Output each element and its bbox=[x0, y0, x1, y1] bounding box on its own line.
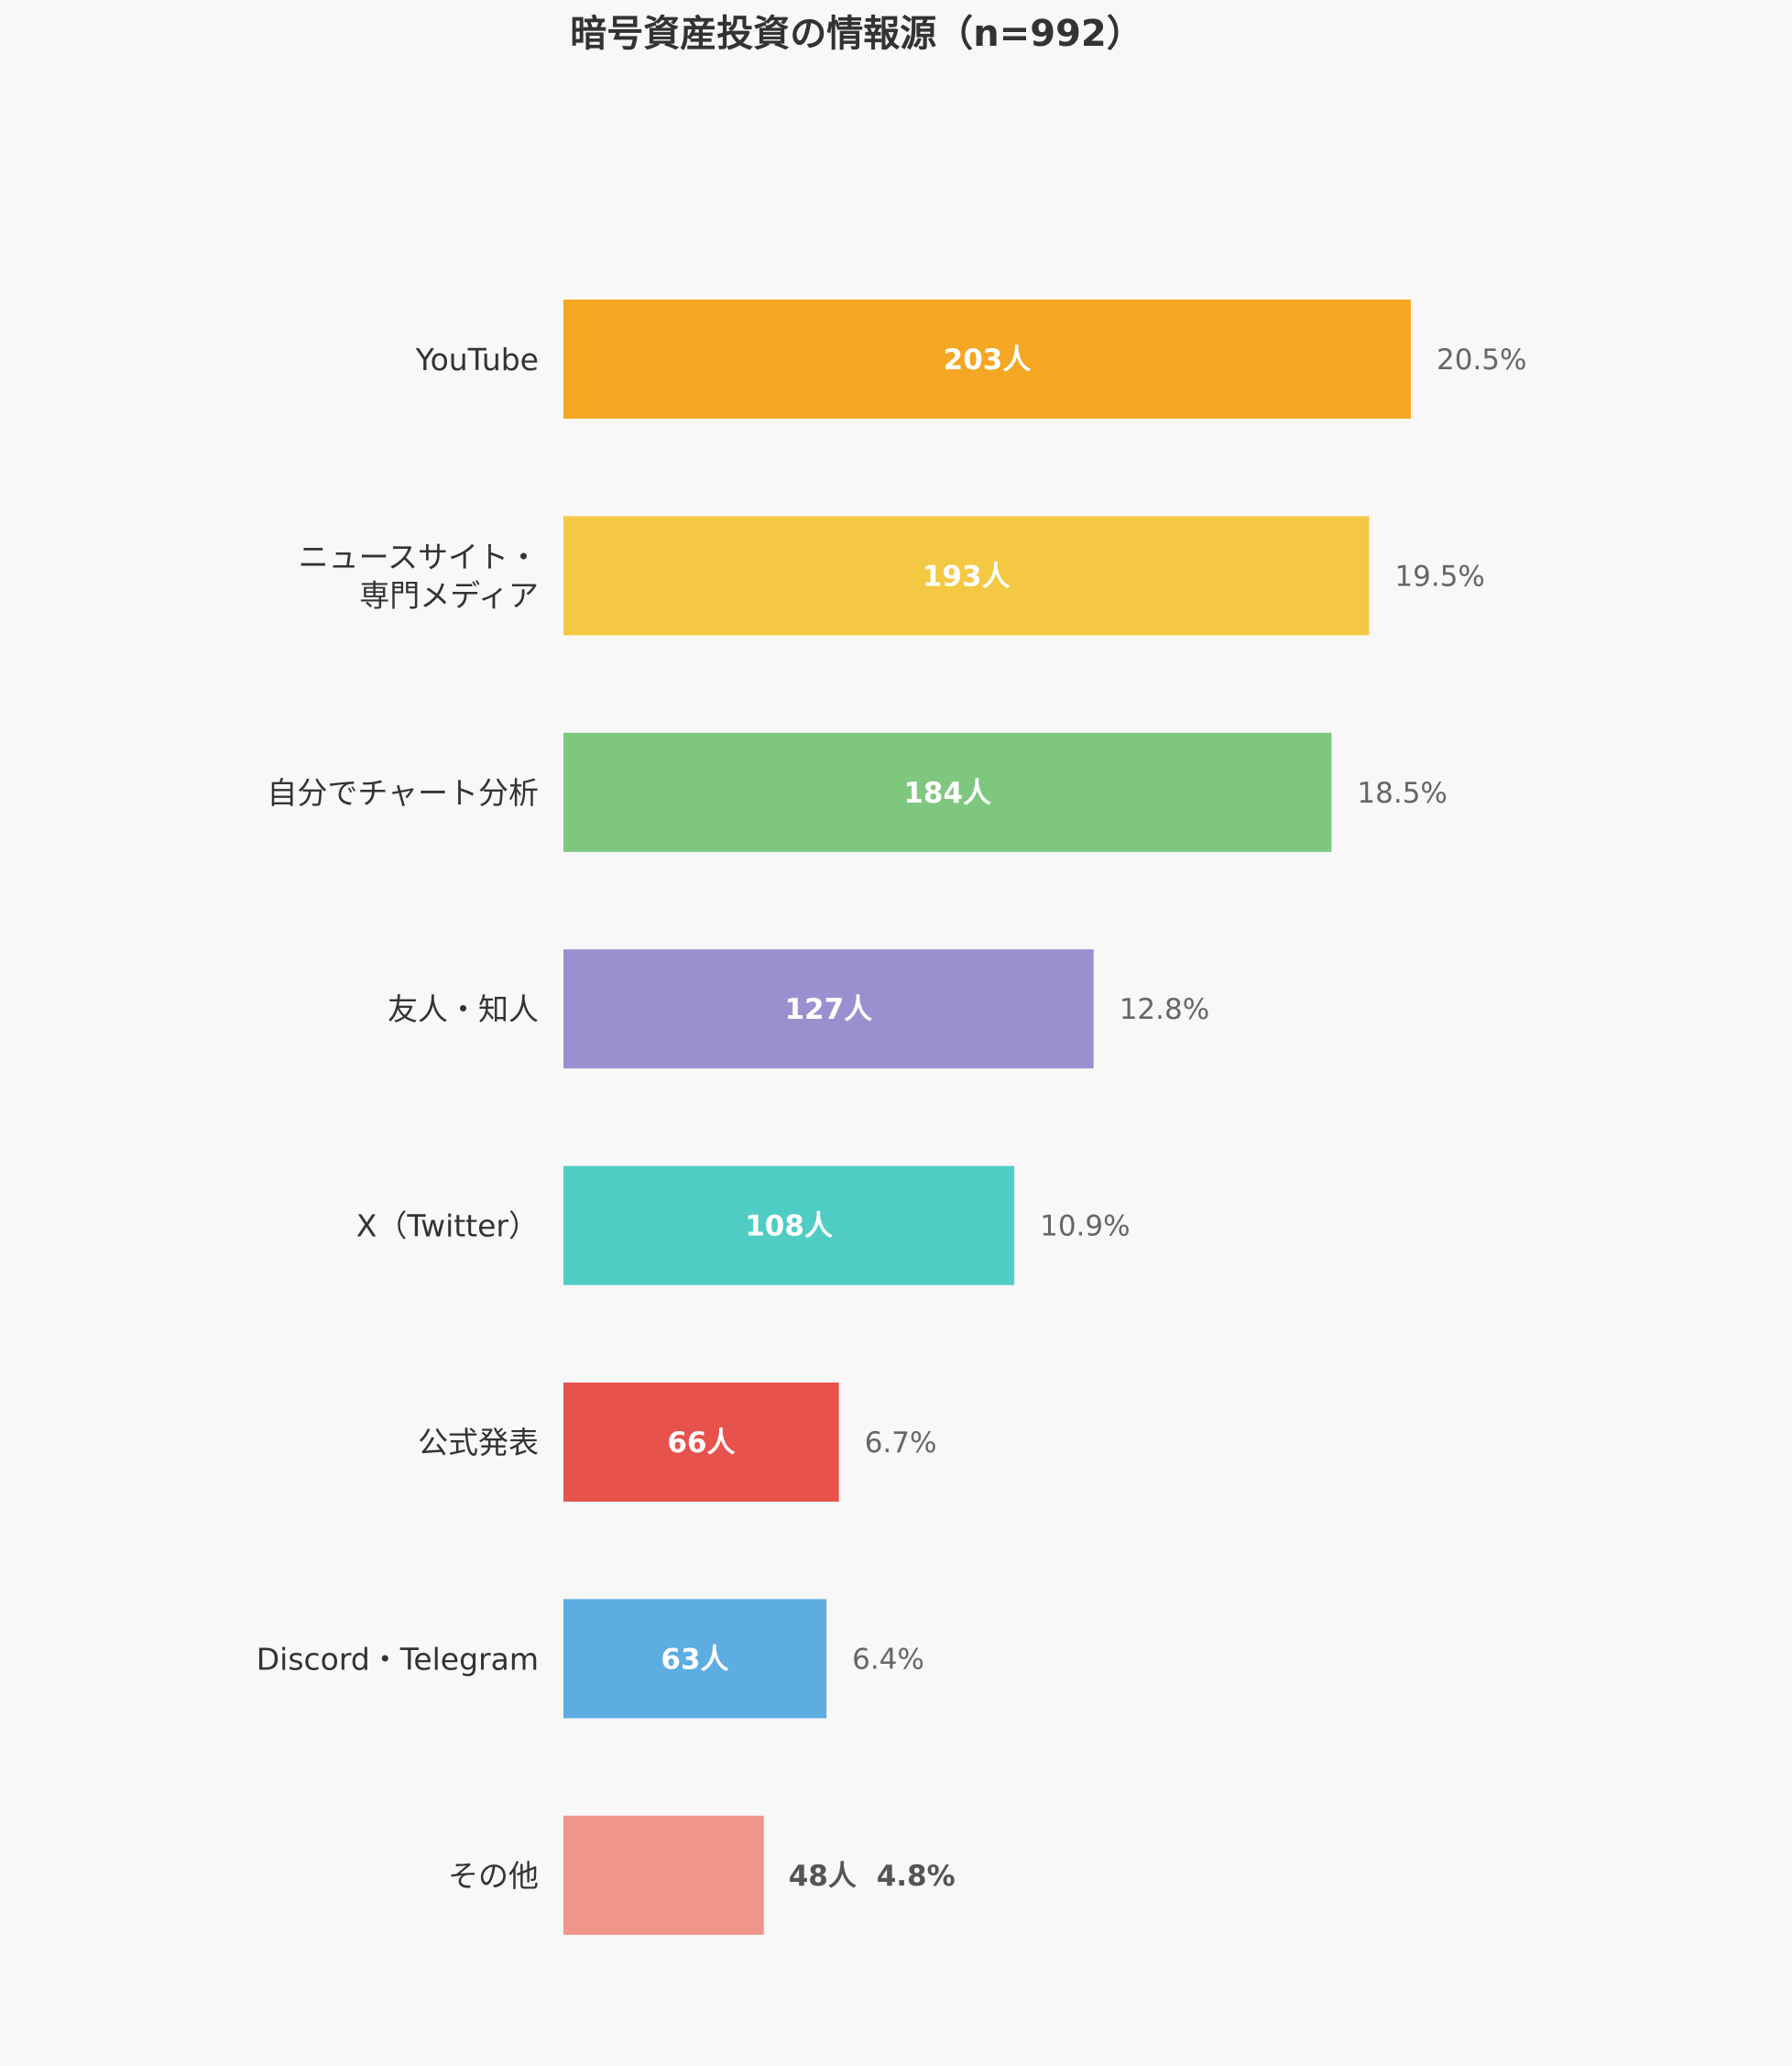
count-label: 203人 bbox=[944, 344, 1032, 377]
percentage-label: 6.4% bbox=[852, 1643, 924, 1676]
category-label: Discord・Telegram bbox=[257, 1641, 539, 1677]
bar bbox=[563, 732, 1332, 852]
count-label: 48人 bbox=[789, 1860, 857, 1893]
bar bbox=[563, 1815, 764, 1935]
count-label: 63人 bbox=[661, 1643, 728, 1676]
bar bbox=[563, 1383, 839, 1502]
category-label: 自分でチャート分析 bbox=[267, 775, 539, 811]
category-label: 友人・知人 bbox=[388, 991, 539, 1027]
category-label: YouTube bbox=[415, 342, 539, 377]
category-label: 専門メディア bbox=[359, 577, 539, 613]
count-label: 184人 bbox=[903, 777, 991, 810]
count-label: 127人 bbox=[784, 993, 872, 1026]
count-label: 193人 bbox=[923, 560, 1011, 593]
bar bbox=[563, 949, 1094, 1069]
percentage-label: 18.5% bbox=[1357, 777, 1447, 810]
percentage-label: 12.8% bbox=[1120, 993, 1209, 1026]
percentage-label: 10.9% bbox=[1040, 1210, 1130, 1243]
percentage-label: 4.8% bbox=[877, 1860, 956, 1893]
percentage-label: 20.5% bbox=[1437, 344, 1526, 377]
count-label: 108人 bbox=[745, 1210, 833, 1243]
percentage-label: 6.7% bbox=[865, 1427, 937, 1459]
bar bbox=[563, 300, 1411, 419]
bar bbox=[563, 1165, 1015, 1285]
category-label: その他 bbox=[448, 1858, 539, 1894]
category-label: 公式発表 bbox=[418, 1425, 539, 1460]
bars-group: YouTube 203人 20.5% ニュースサイト・専門メディア 193人 19.5% 自… bbox=[257, 300, 1526, 1935]
category-label: ニュースサイト・ bbox=[299, 539, 539, 574]
percentage-label: 19.5% bbox=[1394, 560, 1484, 593]
category-label: X（Twitter） bbox=[356, 1208, 539, 1244]
count-label: 66人 bbox=[667, 1427, 735, 1459]
chart-title: 暗号資産投資の情報源（n=992） bbox=[570, 13, 1143, 55]
bar bbox=[563, 516, 1370, 636]
bar bbox=[563, 1599, 827, 1719]
